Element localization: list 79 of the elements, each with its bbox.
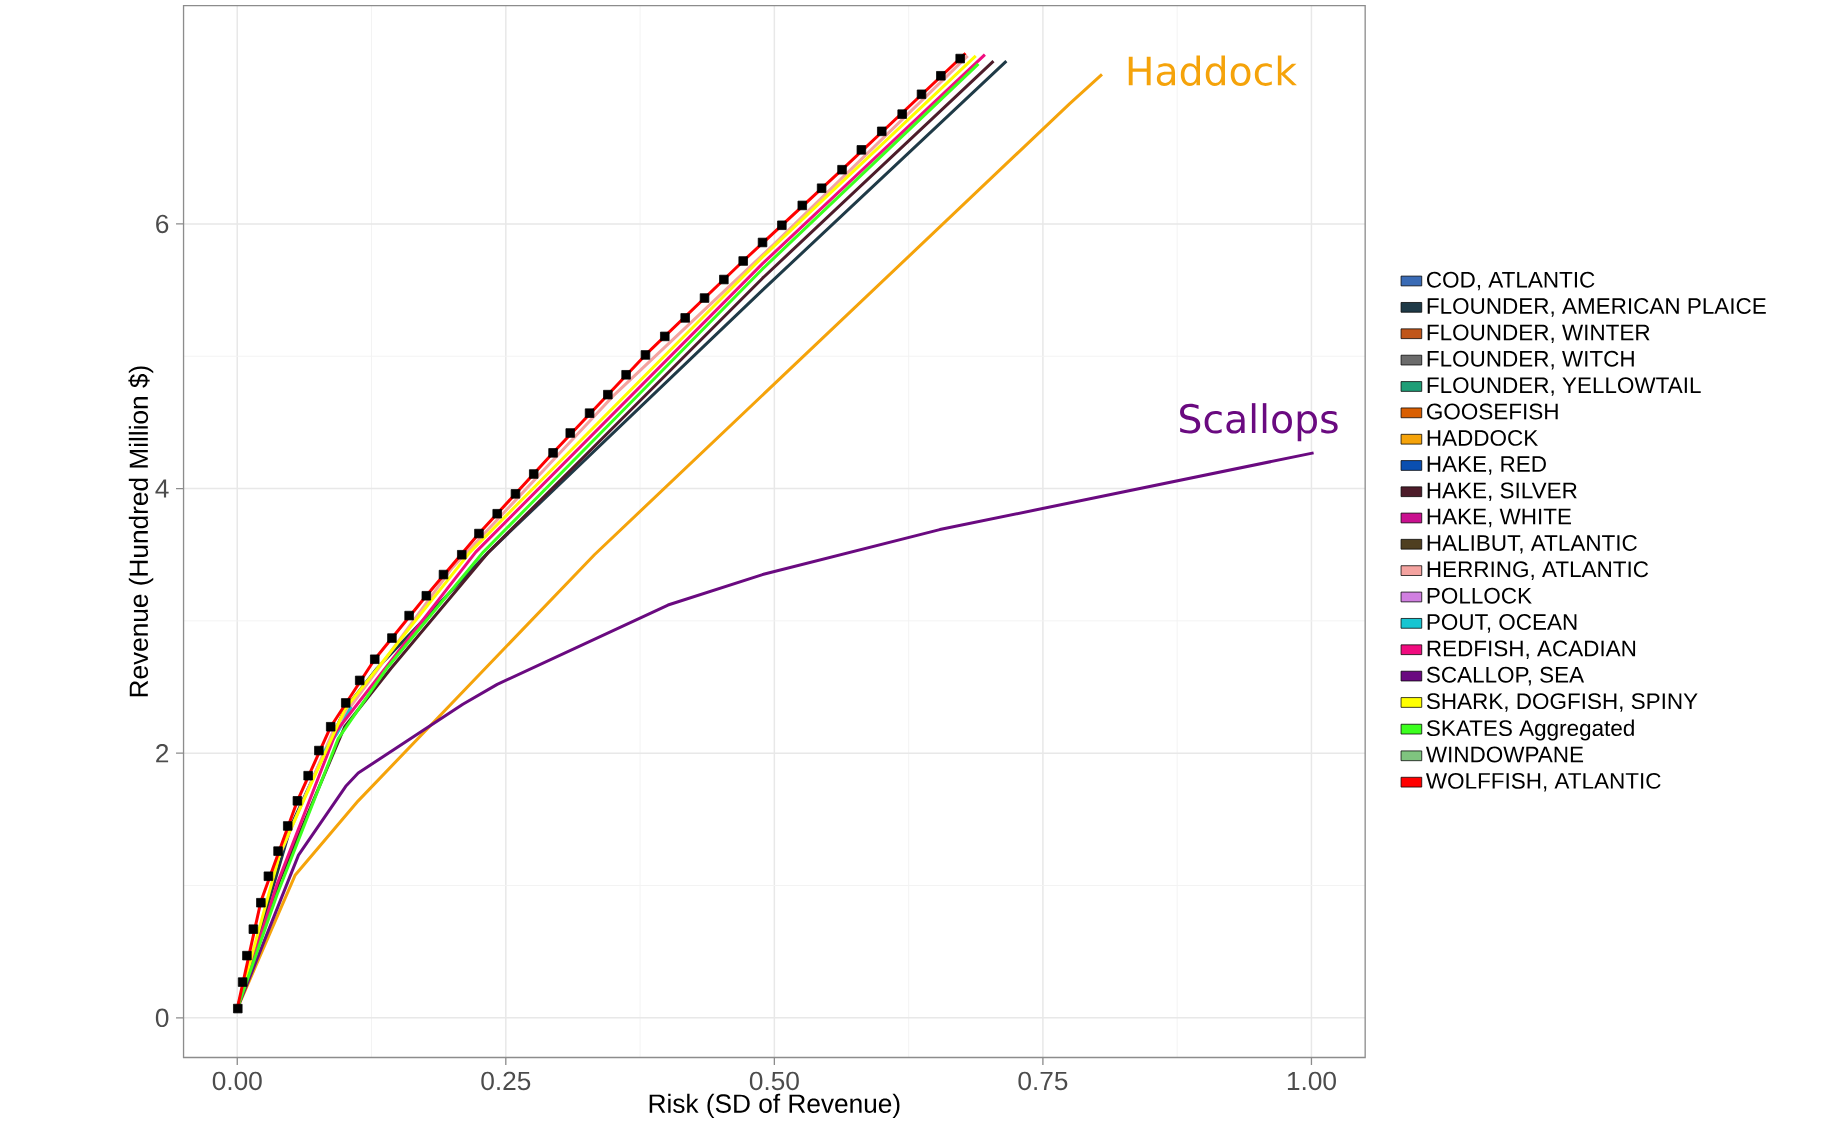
y-tick-label: 2 <box>156 744 169 763</box>
legend-label: COD, ATLANTIC <box>1427 271 1595 291</box>
x-tick-label: 0.25 <box>481 1071 531 1091</box>
legend-label: HERRING, ATLANTIC <box>1427 561 1649 581</box>
point <box>341 698 351 708</box>
point <box>548 448 558 458</box>
point <box>699 293 710 303</box>
legend-label: HAKE, RED <box>1427 456 1546 475</box>
point <box>777 220 787 231</box>
point <box>680 313 690 323</box>
point <box>438 569 449 580</box>
point <box>326 722 336 732</box>
legend-label: HAKE, SILVER <box>1427 482 1577 502</box>
point <box>474 528 484 539</box>
point <box>621 370 631 380</box>
point <box>757 237 768 248</box>
point <box>797 200 807 211</box>
point <box>421 591 432 601</box>
legend-label: FLOUNDER, AMERICAN PLAICE <box>1427 298 1766 317</box>
point <box>355 675 365 686</box>
legend-label: HAKE, WHITE <box>1427 508 1571 528</box>
x-tick-label: 0.75 <box>1018 1071 1068 1091</box>
point <box>529 469 539 479</box>
point <box>256 898 266 908</box>
x-tick-label: 0.50 <box>749 1071 799 1091</box>
point <box>816 183 827 194</box>
annotation: Scallops <box>1180 403 1338 442</box>
x-tick-label: 1.00 <box>1287 1071 1336 1091</box>
legend-label: WOLFFISH, ATLANTIC <box>1425 773 1661 792</box>
point <box>877 126 887 137</box>
y-tick-label: 0 <box>155 1008 169 1028</box>
point <box>738 256 748 266</box>
legend-label: SCALLOP, SEA <box>1426 666 1585 686</box>
legend-label: GOOSEFISH <box>1426 403 1558 420</box>
point <box>263 871 274 882</box>
x-tick-label: 0.00 <box>212 1071 262 1091</box>
point <box>303 771 313 781</box>
point <box>242 951 252 961</box>
point <box>404 611 414 621</box>
legend-label: FLOUNDER, YELLOWTAIL <box>1427 377 1701 396</box>
point <box>283 821 293 831</box>
point <box>584 408 595 418</box>
point <box>837 165 847 175</box>
point <box>640 350 651 360</box>
legend-label: FLOUNDER, WITCH <box>1427 350 1634 370</box>
point <box>955 53 965 64</box>
point <box>237 977 248 987</box>
point <box>510 489 521 499</box>
point <box>314 745 324 756</box>
legend-label: WINDOWPANE <box>1425 746 1584 763</box>
y-axis-title: Revenue (Hundred Million $) <box>128 366 154 697</box>
legend-label: POLLOCK <box>1427 587 1532 604</box>
point <box>719 274 729 285</box>
point <box>936 71 946 81</box>
point <box>370 654 380 665</box>
point <box>248 924 259 934</box>
point <box>233 1003 243 1014</box>
point <box>387 633 397 643</box>
point <box>916 89 927 100</box>
legend-label: REDFISH, ACADIAN <box>1427 640 1636 660</box>
legend-label: POUT, OCEAN <box>1427 614 1577 633</box>
legend-label: HALIBUT, ATLANTIC <box>1427 535 1637 554</box>
point <box>660 331 670 342</box>
annotation: Haddock <box>1128 55 1297 87</box>
point <box>492 509 502 519</box>
point <box>292 796 303 806</box>
point <box>897 109 907 119</box>
point <box>457 550 467 560</box>
x-axis-title: Risk (SD of Revenue) <box>649 1093 900 1119</box>
legend-label: FLOUNDER, WINTER <box>1427 324 1650 344</box>
point <box>565 428 575 438</box>
point <box>603 390 613 400</box>
legend-label: SHARK, DOGFISH, SPINY <box>1426 693 1698 712</box>
legend-label: SKATES Aggregated <box>1426 719 1634 741</box>
legend-label: HADDOCK <box>1427 430 1538 446</box>
y-tick-label: 4 <box>155 479 169 498</box>
y-tick-label: 6 <box>156 214 169 234</box>
point <box>856 145 867 155</box>
point <box>273 846 283 856</box>
